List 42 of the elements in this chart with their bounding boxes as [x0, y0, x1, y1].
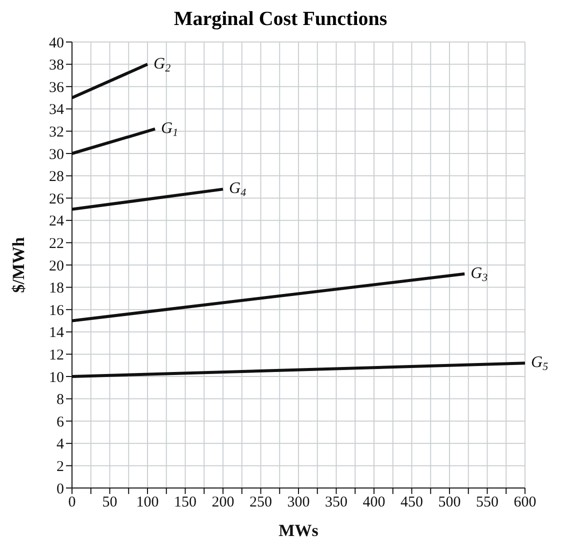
annotation: G$_{2}$	[154, 55, 172, 75]
y-tick-label: 4	[56, 436, 64, 453]
y-tick-label: 20	[49, 258, 64, 274]
y-tick-label: 24	[49, 214, 64, 230]
x-tick-label: 50	[102, 494, 118, 511]
y-tick-label: 40	[49, 35, 64, 52]
y-tick-label: 28	[49, 169, 64, 186]
y-tick-label: 34	[49, 102, 64, 118]
y-tick-label: 8	[56, 392, 64, 408]
x-tick-label: 100	[136, 494, 159, 511]
x-tick-label: 300	[287, 494, 310, 511]
x-tick-label: 600	[514, 494, 536, 511]
y-tick-label: 10	[49, 370, 64, 386]
y-tick-label: 22	[49, 236, 64, 252]
x-tick-label: 0	[68, 494, 76, 511]
x-tick-label: 200	[212, 494, 234, 511]
x-tick-label: 550	[476, 494, 498, 511]
y-tick-label: 26	[49, 191, 64, 208]
y-tick-label: 38	[49, 58, 64, 74]
y-tick-label: 0	[56, 481, 64, 498]
y-tick-label: 16	[49, 302, 64, 319]
annotation: G$_{5}$	[531, 354, 549, 374]
y-tick-label: 6	[56, 414, 64, 430]
y-axis-title: $/MWh	[9, 236, 28, 293]
y-tick-label: 14	[49, 325, 64, 342]
y-tick-label: 18	[49, 280, 64, 297]
chart-title: Marginal Cost Functions	[172, 8, 388, 32]
annotation: G$_{4}$	[229, 180, 247, 200]
x-tick-label: 350	[325, 494, 348, 511]
annotation: G$_{1}$	[161, 120, 178, 140]
x-tick-label: 450	[400, 494, 423, 511]
x-tick-label: 500	[438, 494, 461, 511]
x-tick-label: 400	[362, 494, 386, 511]
y-tick-label: 30	[49, 146, 64, 163]
y-tick-label: 2	[56, 459, 64, 476]
y-tick-label: 12	[49, 348, 64, 364]
x-tick-label: 250	[250, 494, 272, 511]
x-axis-title: MWs	[278, 521, 319, 540]
x-tick-label: 150	[174, 494, 196, 511]
y-tick-label: 32	[49, 124, 64, 141]
annotation: G$_{3}$	[470, 264, 488, 284]
y-tick-label: 36	[49, 80, 64, 96]
